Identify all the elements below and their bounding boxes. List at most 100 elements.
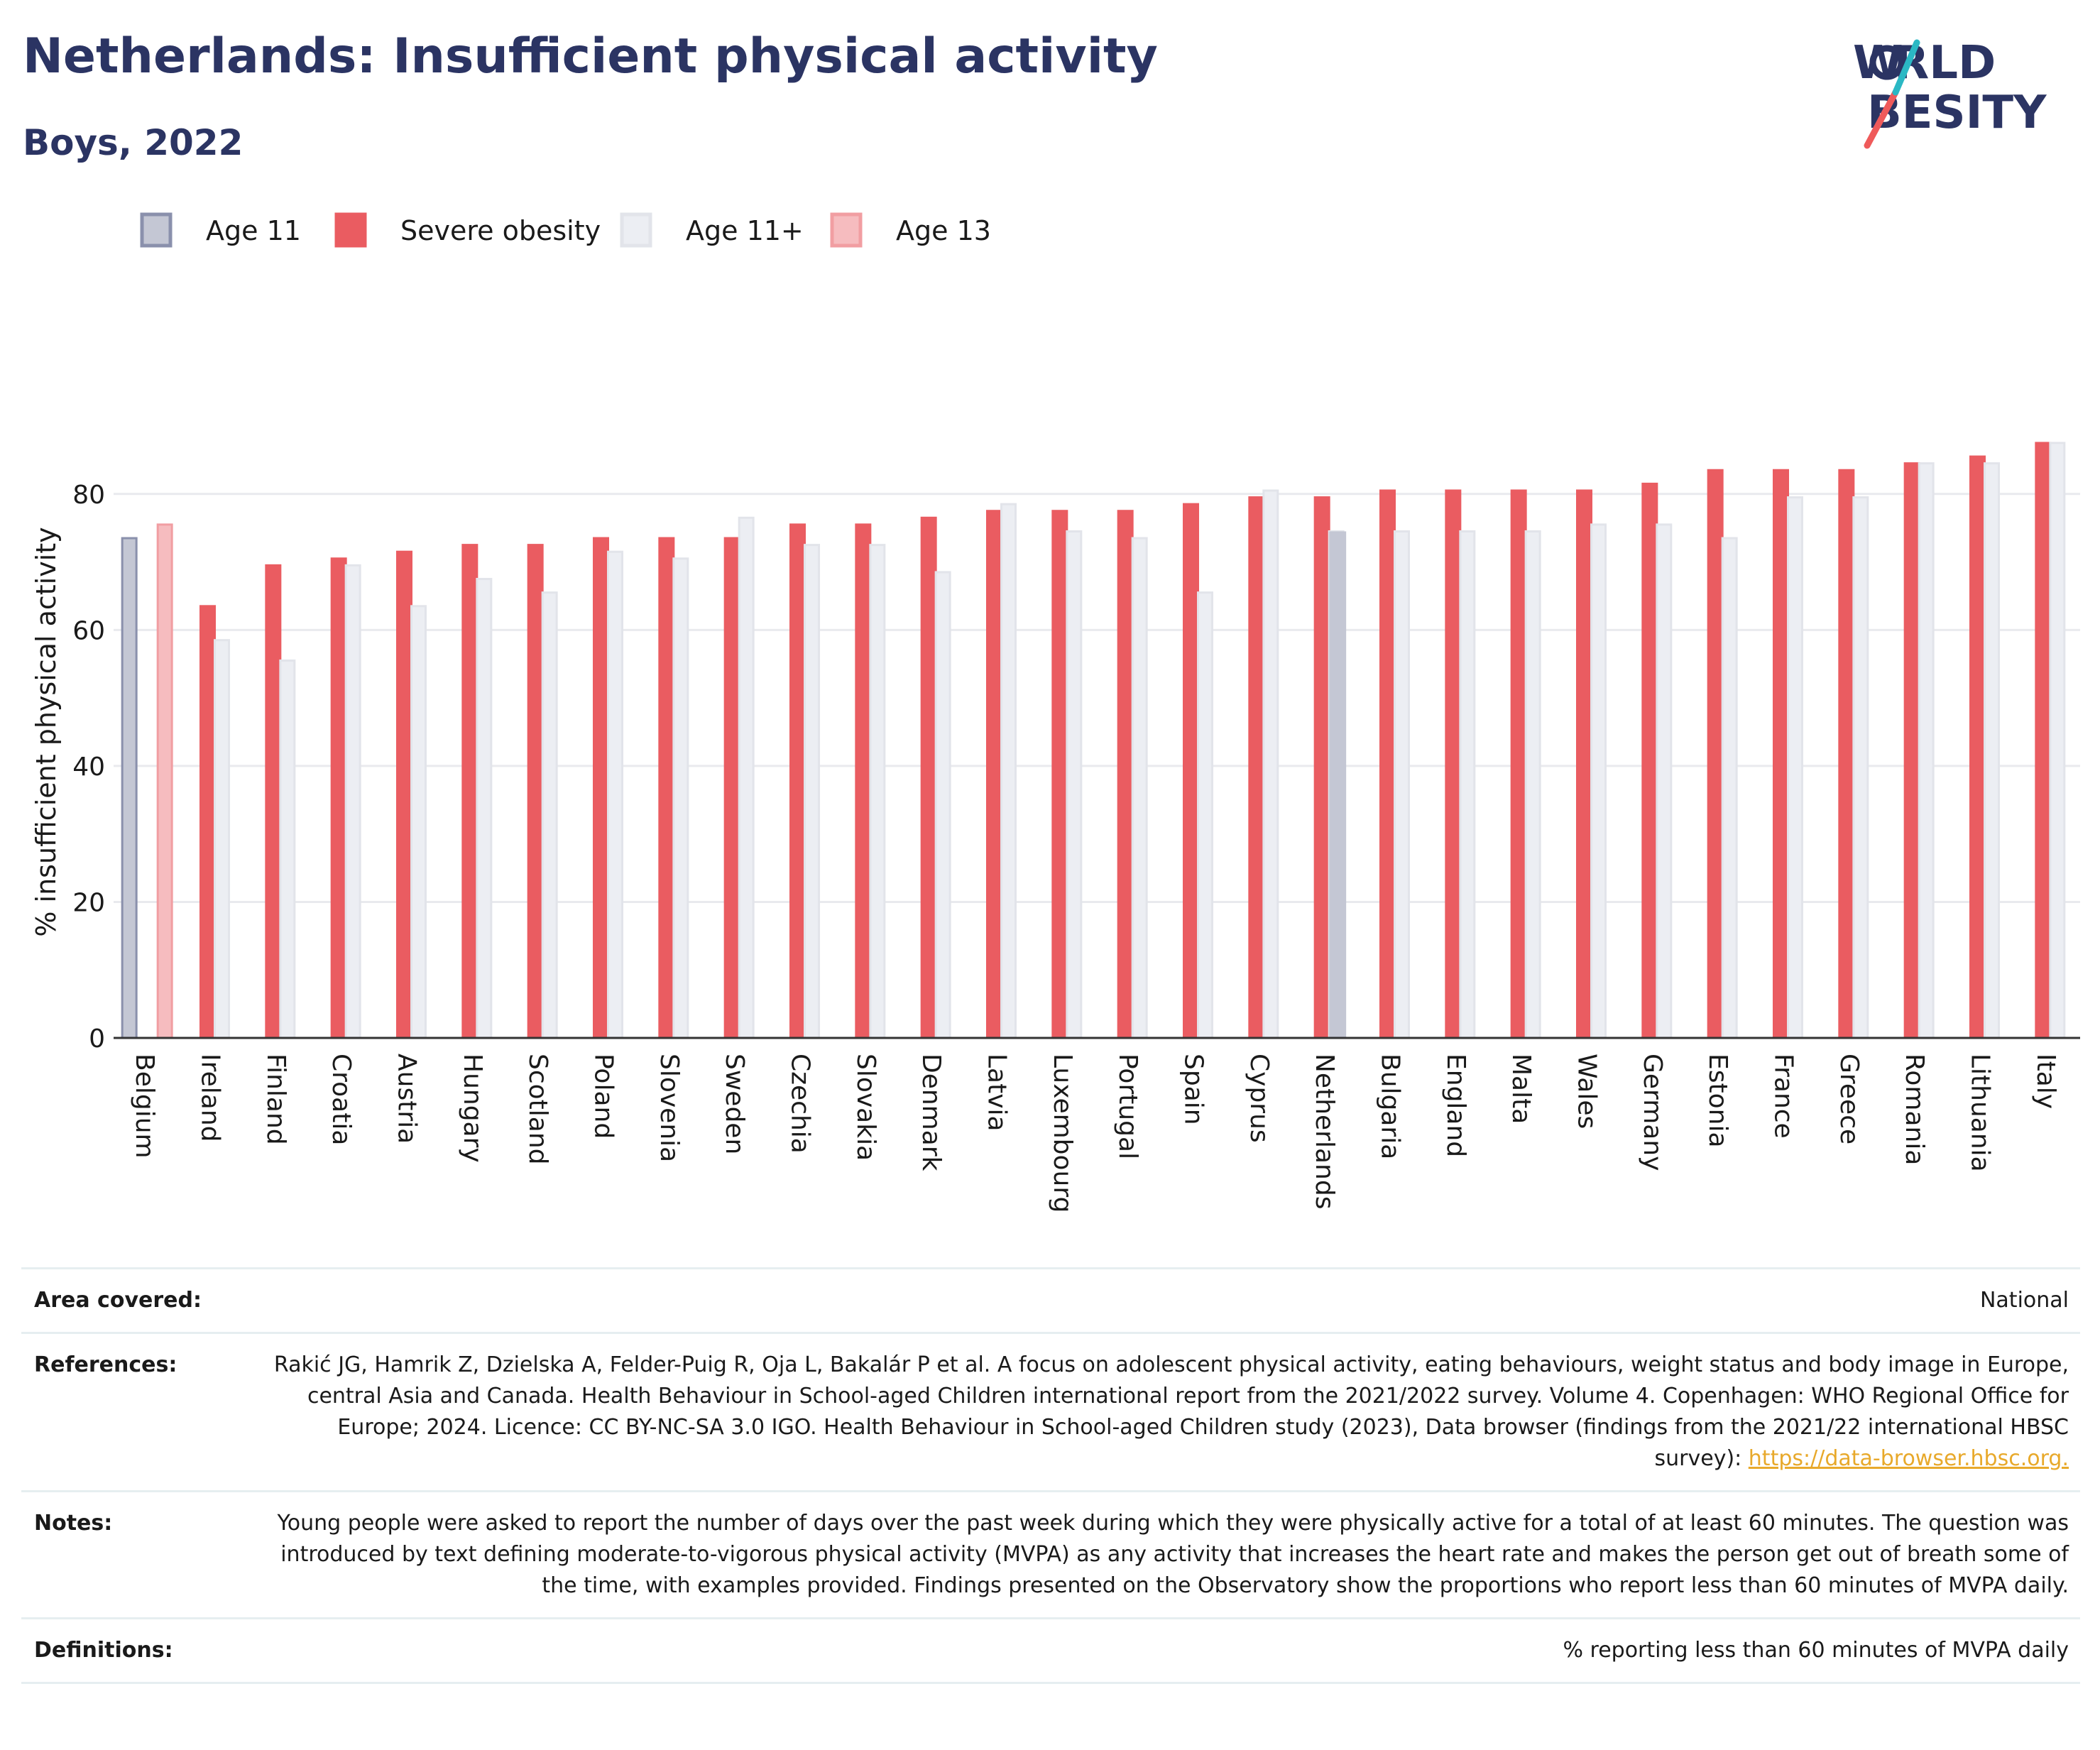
x-tick-label: Malta: [1506, 1054, 1536, 1124]
info-value: Rakić JG, Hamrik Z, Dzielska A, Felder-P…: [247, 1350, 2069, 1475]
x-tick-label: Denmark: [917, 1054, 946, 1171]
x-tick-label: England: [1441, 1054, 1470, 1157]
bar-age-11-plus: [1197, 591, 1213, 1039]
x-tick-label: Sweden: [720, 1054, 749, 1154]
x-tick-label: Slovenia: [655, 1054, 684, 1162]
info-row: Area covered: National: [21, 1267, 2080, 1332]
legend-swatch: [140, 212, 173, 248]
bar-severe-obesity: [265, 564, 282, 1039]
bar-age-11-plus: [1262, 489, 1279, 1039]
x-tick-label: Italy: [2031, 1054, 2060, 1109]
bar-age-11-plus: [1852, 496, 1869, 1039]
chart-subtitle: Boys, 2022: [23, 122, 244, 163]
x-tick-label: Czechia: [786, 1054, 815, 1154]
x-tick-label: Romania: [1900, 1054, 1929, 1165]
bar-age-11-plus: [476, 578, 493, 1039]
bar-age-11-plus: [1590, 523, 1607, 1039]
bar-age-11-plus: [1787, 496, 1803, 1039]
x-tick-label: Scotland: [523, 1054, 552, 1165]
bar-age-11-plus: [214, 639, 230, 1039]
bar-age-11-plus: [607, 550, 623, 1039]
bar-severe-obesity: [1903, 462, 1920, 1039]
x-tick-label: Slovakia: [851, 1054, 880, 1161]
x-tick-label: Wales: [1573, 1054, 1602, 1129]
bar-age-11-plus: [410, 605, 427, 1039]
bar-chart: Age 11 Severe obesity Age 11+ Age 13 0 20 40 60…: [31, 212, 2080, 1213]
x-tick-label: Netherlands: [1310, 1054, 1339, 1209]
bar-age-11-plus: [344, 564, 361, 1039]
legend-label: Age 11+: [686, 215, 804, 246]
bar-severe-obesity: [1313, 496, 1330, 1039]
info-value-text: Young people were asked to report the nu…: [277, 1511, 2069, 1598]
bar-age-11-plus: [1656, 523, 1673, 1039]
bar-severe-obesity: [986, 510, 1002, 1039]
x-tick-label: France: [1769, 1054, 1798, 1139]
x-tick-label: Luxembourg: [1048, 1054, 1077, 1213]
bar-age-11-plus: [738, 516, 755, 1039]
info-row: Notes: Young people were asked to report …: [21, 1490, 2080, 1617]
reference-link[interactable]: https://data-browser.hbsc.org.: [1748, 1446, 2069, 1471]
bar-age-11: [121, 537, 138, 1039]
legend-swatch: [334, 212, 367, 248]
bar-age-11-plus: [1918, 462, 1935, 1039]
bar-severe-obesity: [1707, 469, 1724, 1039]
x-tick-label: Portugal: [1113, 1054, 1142, 1159]
bar-age-11-plus: [1721, 537, 1738, 1039]
x-tick-label: Ireland: [196, 1054, 225, 1142]
info-row: Definitions: % reporting less than 60 min…: [21, 1617, 2080, 1684]
bar-age-11-plus: [804, 544, 820, 1039]
x-tick-label: Germany: [1638, 1054, 1667, 1171]
x-tick-label: Greece: [1834, 1054, 1864, 1144]
info-label: Notes:: [34, 1511, 113, 1536]
bar-severe-obesity: [1510, 489, 1527, 1039]
x-tick-label: Austria: [393, 1054, 422, 1144]
bar-severe-obesity: [855, 523, 872, 1039]
bar-age-11-plus: [2049, 442, 2066, 1039]
x-tick-label: Bulgaria: [1376, 1054, 1405, 1159]
bar-age-11-plus: [672, 557, 689, 1039]
x-tick-label: Poland: [589, 1054, 618, 1139]
x-tick-label: Estonia: [1703, 1054, 1732, 1148]
x-tick-label: Spain: [1179, 1054, 1208, 1125]
x-tick-label: Lithuania: [1966, 1054, 1995, 1172]
bar-severe-obesity: [1773, 469, 1789, 1039]
bar-age-11-plus: [1394, 530, 1410, 1039]
bar-severe-obesity: [330, 557, 347, 1039]
x-tick-label: Belgium: [130, 1054, 159, 1159]
bar-age-11-plus: [1524, 530, 1541, 1039]
bar-severe-obesity: [1117, 510, 1134, 1039]
bar-severe-obesity: [658, 537, 675, 1039]
info-value: Young people were asked to report the nu…: [247, 1508, 2069, 1602]
info-value-text: National: [1979, 1288, 2069, 1313]
info-label: References:: [34, 1352, 177, 1377]
bar-age-11-plus: [1131, 537, 1148, 1039]
bar-severe-obesity: [527, 544, 544, 1039]
chart-title: Netherlands: Insufficient physical activ…: [23, 28, 1158, 84]
bar-severe-obesity: [461, 544, 478, 1039]
bar-severe-obesity: [1838, 469, 1855, 1039]
legend-label: Severe obesity: [400, 215, 601, 246]
bar-severe-obesity: [920, 516, 937, 1039]
y-tick-label: 0: [89, 1024, 105, 1054]
bar-age-13: [156, 523, 173, 1039]
bar-age-11-plus-highlight: [1329, 531, 1347, 1038]
bar-severe-obesity: [1641, 482, 1658, 1039]
bar-severe-obesity: [1969, 455, 1986, 1039]
legend-label: Age 13: [896, 215, 991, 246]
bar-severe-obesity: [199, 605, 216, 1039]
info-row: References: Rakić JG, Hamrik Z, Dzielska …: [21, 1332, 2080, 1490]
info-value: National: [247, 1285, 2069, 1316]
bar-age-11-plus: [279, 659, 296, 1039]
info-value-text: Rakić JG, Hamrik Z, Dzielska A, Felder-P…: [273, 1352, 2069, 1471]
y-tick-label: 20: [72, 888, 105, 917]
info-label: Definitions:: [34, 1638, 173, 1663]
bar-age-11-plus: [541, 591, 558, 1039]
x-tick-label: Finland: [261, 1054, 290, 1145]
svg-text:W: W: [1853, 37, 1903, 89]
bar-age-11-plus: [1066, 530, 1083, 1039]
bar-severe-obesity: [2035, 442, 2052, 1039]
bar-severe-obesity: [593, 537, 609, 1039]
info-value-text: % reporting less than 60 minutes of MVPA…: [1563, 1638, 2069, 1663]
bar-severe-obesity: [396, 550, 412, 1039]
bar-age-11-plus: [1000, 503, 1017, 1039]
